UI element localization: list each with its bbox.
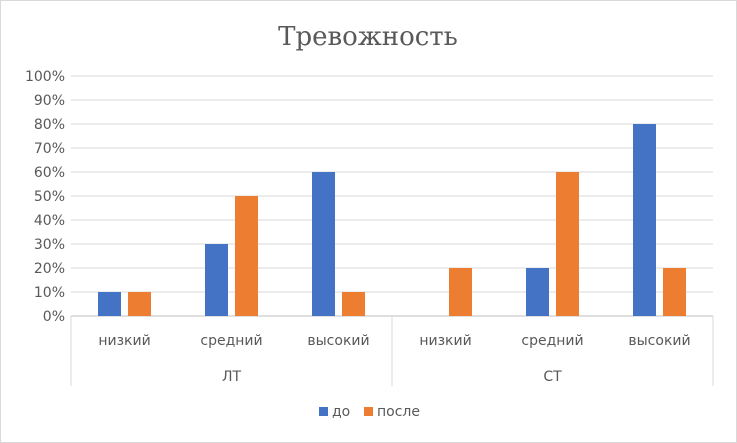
legend-label: до <box>332 404 350 420</box>
legend-label: после <box>377 404 420 420</box>
x-category-label: средний <box>521 333 583 349</box>
x-category-label: высокий <box>628 333 690 349</box>
bar-до-2 <box>312 172 335 316</box>
legend-swatch-после <box>364 407 373 416</box>
y-tick-label: 40% <box>34 213 65 229</box>
bar-после-5 <box>663 268 686 316</box>
bar-после-3 <box>449 268 472 316</box>
chart-title: Тревожность <box>278 22 458 52</box>
y-tick-label: 20% <box>34 261 65 277</box>
bar-после-1 <box>235 196 258 316</box>
legend-swatch-до <box>319 407 328 416</box>
bar-до-1 <box>205 244 228 316</box>
y-tick-label: 70% <box>34 141 65 157</box>
bar-до-5 <box>633 124 656 316</box>
x-category-label: средний <box>200 333 262 349</box>
y-tick-label: 0% <box>43 309 65 325</box>
y-tick-label: 90% <box>34 93 65 109</box>
y-tick-label: 100% <box>25 69 65 85</box>
x-category-label: высокий <box>307 333 369 349</box>
y-tick-label: 30% <box>34 237 65 253</box>
bar-до-4 <box>526 268 549 316</box>
y-tick-label: 60% <box>34 165 65 181</box>
y-tick-label: 80% <box>34 117 65 133</box>
x-category-label: низкий <box>419 333 471 349</box>
bar-после-2 <box>342 292 365 316</box>
y-tick-label: 50% <box>34 189 65 205</box>
x-category-label: низкий <box>98 333 150 349</box>
y-tick-label: 10% <box>34 285 65 301</box>
bar-после-4 <box>556 172 579 316</box>
bar-до-0 <box>98 292 121 316</box>
x-group-label: СТ <box>543 369 562 385</box>
bar-после-0 <box>128 292 151 316</box>
x-group-label: ЛТ <box>222 369 242 385</box>
